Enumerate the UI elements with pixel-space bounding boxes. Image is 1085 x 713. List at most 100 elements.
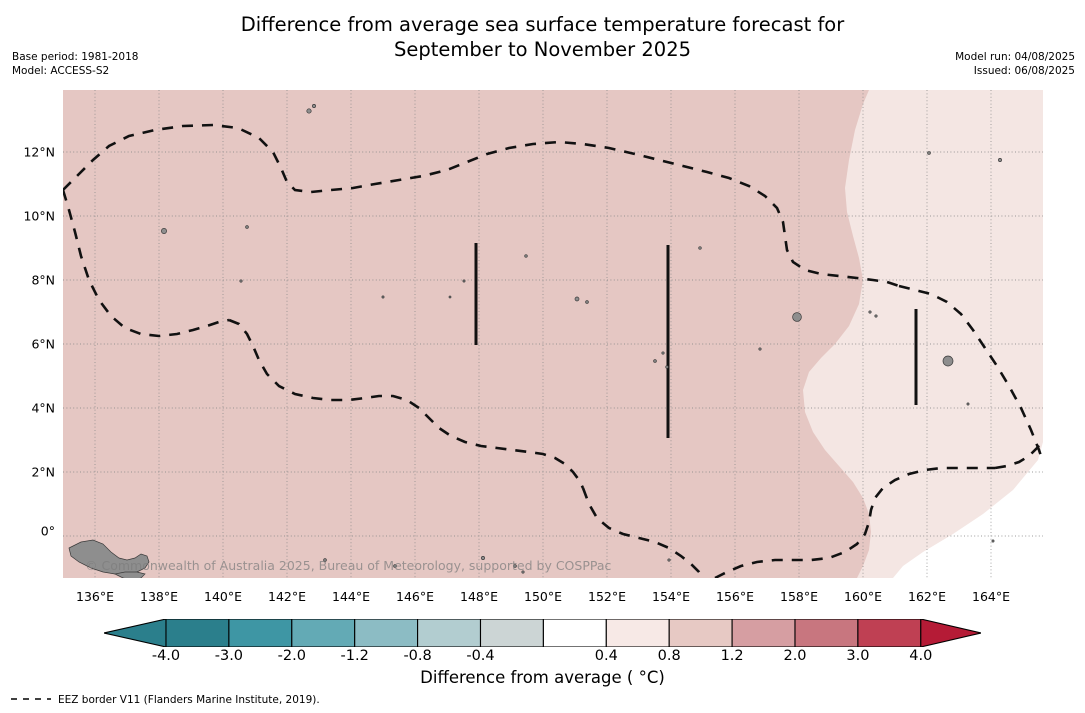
model-run-label: Model run: 04/08/2025 [955,51,1075,63]
map-gridlines [63,90,1043,578]
ytick-label-2N: 2°N [31,464,55,480]
island-dot [574,296,580,302]
colorbar-tick-0: -4.0 [151,648,181,664]
island-dot [942,355,954,367]
model-label: Model: ACCESS-S2 [12,65,110,77]
ytick-label-0: 0° [40,523,55,539]
xtick-label-140E: 140°E [203,589,243,604]
colorbar-tick-2: -2.0 [277,648,306,664]
page-title: Difference from average sea surface temp… [0,12,1085,62]
colorbar: -4.0 -3.0 -2.0 -1.2 -0.8 -0.4 0.4 0.8 1.… [104,619,981,664]
island-dot [991,539,995,543]
island-dot [698,246,702,250]
xtick-label-158E: 158°E [779,589,819,604]
xtick-label-142E: 142°E [267,589,307,604]
island-dot [758,347,762,351]
island-dot [665,365,669,369]
island-dot [161,228,167,234]
xtick-label-156E: 156°E [715,589,755,604]
base-period-label: Base period: 1981-2018 [12,51,139,63]
colorbar-cell [354,619,419,647]
metadata-left: Base period: 1981-2018 Model: ACCESS-S2 [12,50,138,78]
xtick-label-138E: 138°E [139,589,179,604]
colorbar-cell [794,619,859,647]
island-dot [927,151,931,155]
xtick-label-146E: 146°E [395,589,435,604]
island-dot [381,295,385,299]
title-line-1: Difference from average sea surface temp… [240,13,845,36]
metadata-right: Model run: 04/08/2025 Issued: 06/08/2025 [955,50,1075,78]
colorbar-tick-6: 0.4 [594,648,618,664]
dashed-line-icon [10,694,52,706]
xtick-label-162E: 162°E [907,589,947,604]
island-dot [306,108,312,114]
colorbar-cell [291,619,356,647]
island-dot [323,558,327,562]
ytick-label-12N: 12°N [23,144,55,160]
island-dot [521,570,525,574]
colorbar-cell [417,619,482,647]
colorbar-cell [731,619,796,647]
colorbar-tick-4: -0.8 [403,648,432,664]
colorbar-cell [165,619,230,647]
island-dot [239,279,243,283]
xtick-label-164E: 164°E [971,589,1011,604]
xtick-label-152E: 152°E [587,589,627,604]
xtick-label-160E: 160°E [843,589,883,604]
coastline-islands [68,104,1002,578]
colorbar-cell [668,619,733,647]
island-dot [524,254,528,258]
island-dot [312,104,316,108]
sst-anomaly-map [63,90,1043,578]
colorbar-cell [857,619,922,647]
title-line-2: September to November 2025 [393,38,692,61]
xtick-label-136E: 136°E [75,589,115,604]
colorbar-cell-under [104,619,167,647]
colorbar-tick-1: -3.0 [214,648,244,664]
island-dot [966,402,970,406]
island-dot [661,351,665,355]
colorbar-cell [542,619,607,647]
issued-label: Issued: 06/08/2025 [973,65,1075,77]
island-dot [393,564,397,568]
colorbar-tick-3: -1.2 [340,648,369,664]
xtick-label-148E: 148°E [459,589,499,604]
colorbar-title: Difference from average ( °C) [420,668,665,687]
ytick-label-6N: 6°N [31,336,55,352]
island-dot [874,314,878,318]
island-dot [653,359,657,363]
island-dot [513,564,517,568]
colorbar-cell [605,619,670,647]
xtick-label-144E: 144°E [331,589,371,604]
colorbar-tick-7: 0.8 [657,648,681,664]
island-large-southwest [68,539,150,575]
island-dot [868,310,872,314]
colorbar-tick-10: 3.0 [846,648,870,664]
colorbar-tick-11: 4.0 [909,648,933,664]
colorbar-tick-5: -0.4 [466,648,495,664]
island-dot [585,300,589,304]
ytick-label-10N: 10°N [23,208,55,224]
island-dot [792,312,802,322]
eez-legend-label: EEZ border V11 (Flanders Marine Institut… [58,694,320,706]
ytick-label-8N: 8°N [31,272,55,288]
colorbar-tick-9: 2.0 [783,648,807,664]
island-dot [667,558,671,562]
anomaly-region-dark [63,90,871,578]
colorbar-cell [479,619,544,647]
island-dot [462,279,466,283]
island-dot [481,556,485,560]
eez-border-dashed [63,123,1043,578]
island-tail-southwest [113,571,146,578]
island-dot [998,158,1002,162]
ytick-label-4N: 4°N [31,400,55,416]
colorbar-tick-8: 1.2 [720,648,744,664]
colorbar-cell [228,619,293,647]
colorbar-cell-over [920,619,981,647]
island-dot [245,225,249,229]
eez-legend: EEZ border V11 (Flanders Marine Institut… [10,694,320,706]
xtick-label-150E: 150°E [523,589,563,604]
island-dot [448,295,452,299]
xtick-label-154E: 154°E [651,589,691,604]
eez-border-solid-segments [474,243,918,438]
